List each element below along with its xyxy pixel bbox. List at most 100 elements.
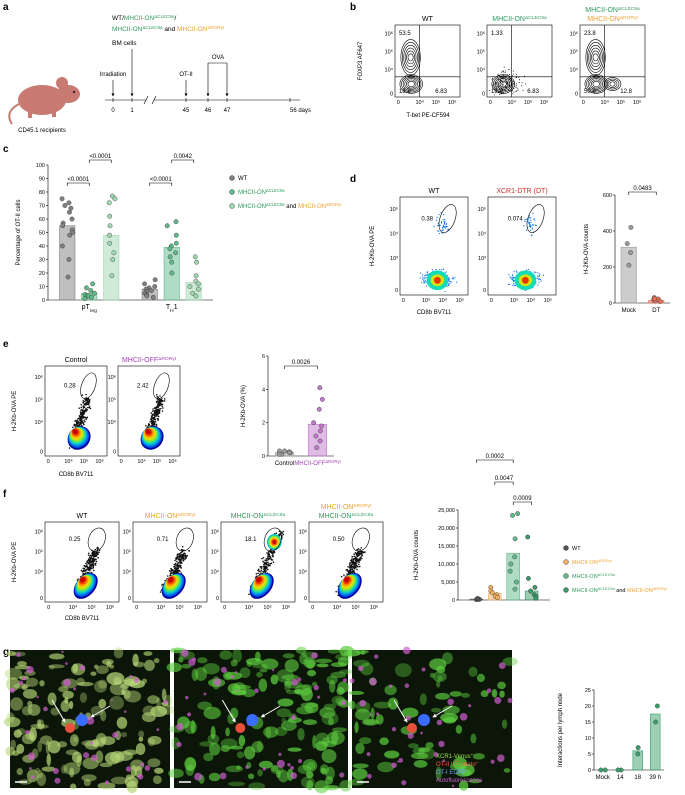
- event-dot: [86, 567, 89, 569]
- y-tick-label: 10⁶: [35, 374, 43, 381]
- event-dot: [515, 76, 517, 78]
- event-dot: [83, 567, 86, 570]
- cell: [76, 714, 88, 726]
- x-tick-label: 39 h: [649, 775, 661, 781]
- event-dot: [91, 560, 94, 563]
- cell: [442, 705, 460, 715]
- x-tick-label: 10⁴: [333, 604, 342, 611]
- event-dot: [448, 280, 450, 282]
- cell: [435, 692, 450, 700]
- event-dot: [156, 415, 158, 417]
- contour: [609, 81, 616, 87]
- event-dot: [83, 403, 86, 406]
- cell: [70, 783, 77, 790]
- event-dot: [268, 557, 270, 559]
- x-tick-label: 10⁵: [544, 297, 552, 304]
- cell: [232, 649, 243, 663]
- event-dot: [159, 591, 162, 593]
- cell: [63, 678, 71, 687]
- cell: [447, 698, 454, 706]
- genotype-line: MHCII-ONΔCLEC9a and MHCII-ONΔRORγt: [112, 25, 225, 34]
- timeline-label: 0: [111, 108, 115, 114]
- gate: [87, 527, 106, 552]
- y-tick-label: 10⁶: [211, 529, 219, 536]
- event-dot: [493, 94, 495, 96]
- event-dot: [437, 230, 439, 232]
- data-point: [314, 445, 320, 451]
- data-point: [624, 241, 630, 247]
- event-dot: [437, 225, 439, 227]
- x-tick-label: 10⁴: [137, 458, 146, 465]
- legend-label: MHCII-ONΔRORγt: [572, 559, 613, 566]
- event-dot: [81, 414, 84, 416]
- text-part: Autofluorescence: [436, 778, 483, 784]
- event-dot: [161, 399, 164, 402]
- data-point: [107, 223, 113, 229]
- text-part: +: [465, 768, 468, 773]
- event-dot: [158, 409, 161, 412]
- event-dot: [509, 86, 511, 88]
- cell: [152, 775, 162, 785]
- event-dot: [80, 403, 83, 406]
- cell: [181, 663, 192, 669]
- event-dot: [184, 558, 186, 560]
- event-dot: [78, 415, 81, 418]
- event-dot: [511, 276, 513, 278]
- event-dot: [159, 395, 161, 397]
- cell: [22, 676, 26, 681]
- event-dot: [515, 74, 517, 76]
- y-tick-label: 70: [39, 204, 45, 210]
- cell: [77, 681, 94, 687]
- plot-title: MHCII-ONΔRORγt: [145, 512, 196, 521]
- cell: [468, 666, 478, 677]
- cell: [319, 764, 329, 775]
- gate-value: 0.28: [64, 384, 76, 390]
- cell: [52, 767, 59, 774]
- event-dot: [176, 554, 179, 556]
- data-point: [82, 296, 88, 302]
- event-dot: [454, 277, 456, 279]
- cell: [197, 657, 208, 664]
- data-point: [89, 294, 94, 300]
- cell: [262, 767, 266, 771]
- event-dot: [447, 283, 449, 286]
- event-dot: [494, 88, 496, 90]
- event-dot: [179, 555, 182, 558]
- text-part: MHCII-ON: [231, 513, 264, 520]
- density-core: [522, 276, 529, 284]
- event-dot: [146, 426, 149, 428]
- event-dot: [80, 412, 82, 414]
- event-dot: [440, 212, 442, 214]
- text-part: and: [163, 26, 177, 33]
- cell: [81, 774, 97, 782]
- cell: [125, 774, 134, 780]
- event-dot: [263, 563, 265, 566]
- event-dot: [355, 562, 358, 564]
- event-dot: [89, 564, 92, 567]
- data-point: [88, 288, 94, 293]
- event-dot: [182, 557, 185, 560]
- data-point: [167, 246, 173, 252]
- data-point: [317, 438, 323, 444]
- quadrant-value: 1.33: [491, 31, 503, 37]
- event-dot: [354, 565, 357, 568]
- legend-marker: [229, 175, 235, 181]
- event-dot: [527, 268, 530, 271]
- event-dot: [259, 570, 261, 572]
- event-dot: [96, 548, 99, 550]
- event-dot: [85, 410, 87, 412]
- cell: [374, 654, 379, 659]
- data-point: [319, 423, 324, 429]
- legend-marker: [229, 203, 235, 209]
- text-part: ΔRORγt: [325, 459, 341, 464]
- legend-label: MHCII-ONΔCLEC9a and MHCII-ONΔRORγt: [572, 587, 668, 594]
- contour: [404, 78, 419, 90]
- cell: [311, 652, 318, 659]
- event-dot: [513, 284, 516, 286]
- event-dot: [85, 568, 88, 571]
- event-dot: [502, 71, 504, 73]
- event-dot: [93, 560, 95, 563]
- cell: [394, 663, 412, 678]
- cell: [315, 741, 328, 752]
- event-dot: [515, 83, 517, 85]
